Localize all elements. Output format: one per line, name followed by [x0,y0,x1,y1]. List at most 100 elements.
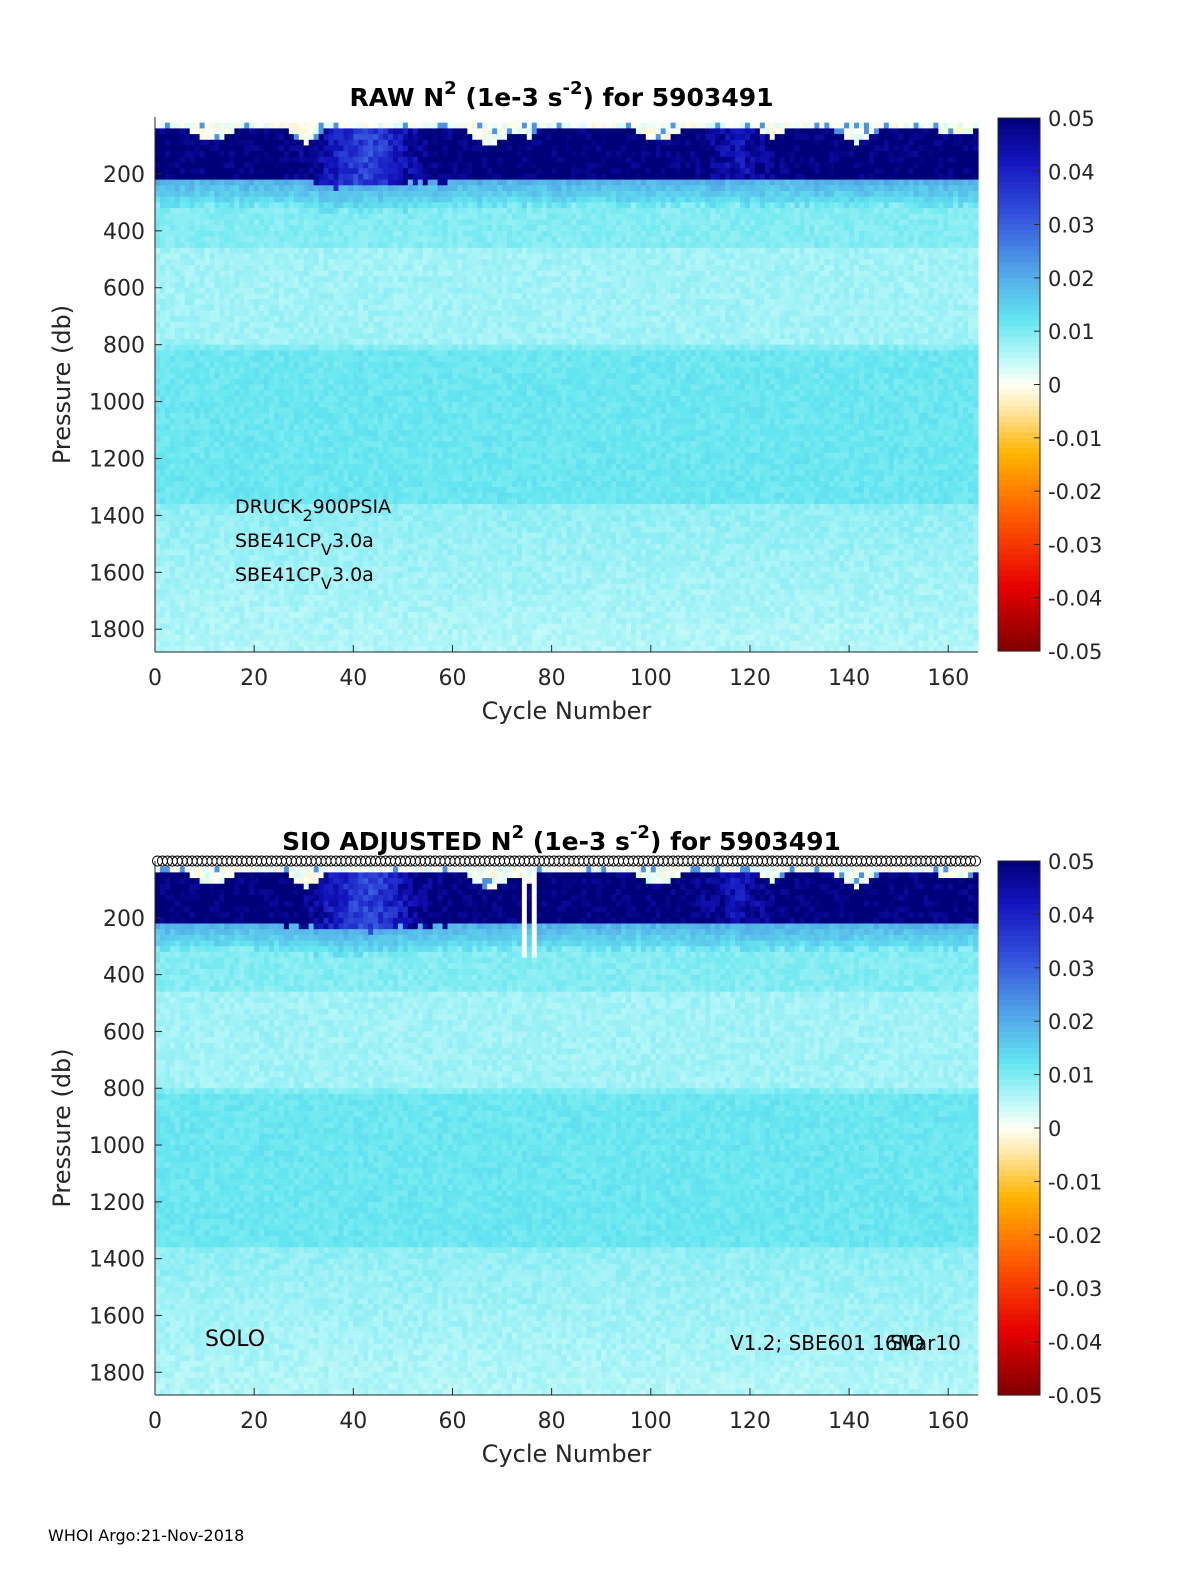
heatmap-cell [397,549,404,556]
heatmap-cell [155,134,161,141]
heatmap-cell [402,407,409,414]
heatmap-cell [219,213,226,221]
heatmap-cell [269,213,275,221]
heatmap-cell [164,179,171,186]
heatmap-cell [283,367,290,374]
heatmap-cell [259,264,265,272]
heatmap-cell [358,532,364,539]
heatmap-cell [273,168,280,175]
heatmap-cell [293,395,300,403]
heatmap-cell [204,225,211,232]
heatmap-cell [283,475,290,482]
heatmap-cell [383,242,389,249]
heatmap-cell [353,469,359,477]
heatmap-cell [388,395,394,403]
heatmap-cell [392,515,399,522]
heatmap-cell [407,617,414,625]
heatmap-cell [224,498,230,505]
heatmap-cell [283,526,290,534]
heatmap-cell [249,549,255,556]
heatmap-cell [219,190,226,198]
heatmap-cell [155,185,161,192]
heatmap-cell [194,549,201,556]
heatmap-cell [219,646,226,653]
heatmap-cell [348,321,354,329]
heatmap-cell [402,543,409,551]
heatmap-cell [229,282,235,289]
heatmap-cell [343,390,349,397]
heatmap-cell [249,270,255,277]
heatmap-cell [308,458,315,465]
heatmap-cell [333,230,340,238]
heatmap-cell [283,515,290,522]
heatmap-cell [392,555,399,562]
heatmap-cell [293,498,300,505]
heatmap-cell [412,373,419,380]
heatmap-cell [338,333,344,340]
heatmap-cell [383,202,389,209]
heatmap-cell [328,424,335,431]
heatmap-cell [249,498,255,505]
heatmap-cell [313,333,320,340]
heatmap-cell [368,492,374,499]
heatmap-cell [373,287,379,295]
heatmap-cell [214,629,221,636]
heatmap-cell [343,367,349,374]
heatmap-cell [164,350,171,357]
heatmap-cell [417,173,424,181]
heatmap-cell [209,407,216,414]
heatmap-cell [264,230,270,238]
heatmap-cell [348,264,354,272]
heatmap-cell [273,327,280,334]
heatmap-cell [204,213,211,221]
heatmap-cell [308,384,315,391]
heatmap-cell [348,583,354,590]
heatmap-cell [308,287,315,295]
heatmap-cell [179,259,186,266]
heatmap-cell [239,327,245,334]
heatmap-cell [383,486,389,494]
heatmap-cell [249,572,255,579]
heatmap-cell [323,367,330,374]
heatmap-cell [333,595,340,602]
heatmap-cell [239,162,245,169]
heatmap-cell [407,264,414,272]
heatmap-cell [318,236,325,243]
heatmap-cell [209,430,216,437]
heatmap-cell [169,122,176,129]
heatmap-cell [323,264,330,272]
heatmap-cell [155,173,161,181]
heatmap-cell [239,509,245,516]
heatmap-cell [199,287,206,295]
heatmap-cell [348,509,354,516]
heatmap-cell [224,595,230,602]
heatmap-cell [273,532,280,539]
heatmap-cell [318,344,325,351]
heatmap-cell [402,373,409,380]
heatmap-cell [199,327,206,334]
heatmap-cell [323,219,330,226]
heatmap-cell [199,486,206,494]
heatmap-cell [353,447,359,454]
heatmap-cell [229,242,235,249]
heatmap-cell [378,634,384,642]
heatmap-cell [397,430,404,437]
heatmap-cell [229,316,235,323]
heatmap-cell [239,578,245,585]
heatmap-cell [397,225,404,232]
heatmap-cell [278,293,285,300]
heatmap-cell [303,515,310,522]
heatmap-cell [328,327,335,334]
heatmap-cell [273,481,280,488]
heatmap-cell [194,236,201,243]
heatmap-cell [407,441,414,448]
heatmap-cell [283,190,290,198]
heatmap-cell [254,504,260,511]
heatmap-cell [249,168,255,175]
heatmap-cell [298,151,305,158]
heatmap-cell [343,361,349,369]
heatmap-cell [402,293,409,300]
heatmap-cell [328,173,335,181]
heatmap-cell [273,538,280,545]
heatmap-cell [234,447,240,454]
